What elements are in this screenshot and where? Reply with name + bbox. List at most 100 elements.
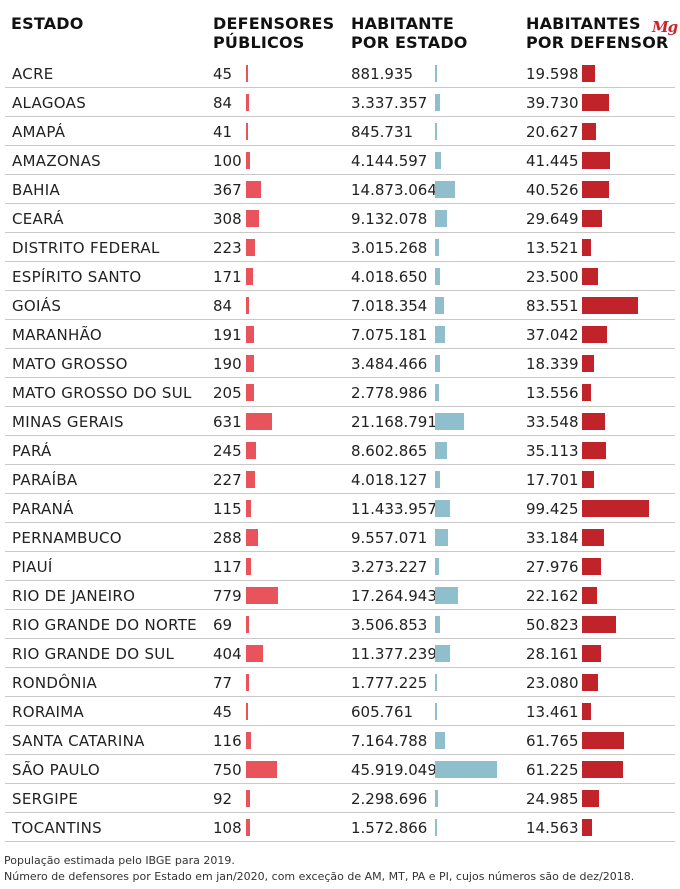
habitantes-bar: [435, 442, 447, 459]
habitantes-value: 3.015.268: [351, 239, 428, 257]
habitantes-bar: [435, 210, 448, 227]
habitantes-por-defensor-bar: [582, 616, 617, 633]
habitantes-value: 1.572.866: [351, 819, 428, 837]
habitantes-por-defensor-value: 28.161: [526, 645, 579, 663]
habitantes-bar: [435, 326, 445, 343]
state-name: DISTRITO FEDERAL: [12, 239, 160, 257]
habitantes-por-defensor-bar: [582, 819, 592, 836]
row-divider: [5, 522, 675, 523]
defensores-value: 69: [213, 616, 233, 634]
habitantes-por-defensor-value: 18.339: [526, 355, 579, 373]
habitantes-por-defensor-value: 14.563: [526, 819, 579, 837]
row-divider: [5, 464, 675, 465]
habitantes-bar: [435, 819, 438, 836]
row-divider: [5, 319, 675, 320]
habitantes-por-defensor-value: 61.765: [526, 732, 579, 750]
defensores-bar: [246, 616, 249, 633]
defensores-bar: [246, 123, 248, 140]
row-divider: [5, 812, 675, 813]
defensores-value: 191: [213, 326, 242, 344]
habitantes-bar: [435, 413, 464, 430]
state-name: PIAUÍ: [12, 558, 53, 576]
habitantes-por-defensor-value: 24.985: [526, 790, 579, 808]
footnotes: População estimada pelo IBGE para 2019. …: [4, 853, 634, 885]
habitantes-por-defensor-bar: [582, 558, 601, 575]
row-divider: [5, 783, 675, 784]
habitantes-bar: [435, 587, 459, 604]
defensores-value: 750: [213, 761, 242, 779]
table-row: AMAPÁ 41 845.731 20.627: [0, 117, 680, 146]
row-divider: [5, 609, 675, 610]
defensores-bar: [246, 790, 250, 807]
state-name: GOIÁS: [12, 297, 62, 315]
habitantes-bar: [435, 732, 445, 749]
table-row: ESPÍRITO SANTO 171 4.018.650 23.500: [0, 262, 680, 291]
row-divider: [5, 754, 675, 755]
habitantes-por-defensor-bar: [582, 413, 605, 430]
habitantes-value: 8.602.865: [351, 442, 428, 460]
state-name: SÃO PAULO: [12, 761, 101, 779]
table-row: AMAZONAS 100 4.144.597 41.445: [0, 146, 680, 175]
state-name: CEARÁ: [12, 210, 64, 228]
table-row: PIAUÍ 117 3.273.227 27.976: [0, 552, 680, 581]
row-divider: [5, 174, 675, 175]
habitantes-por-defensor-bar: [582, 355, 595, 372]
habitantes-value: 3.337.357: [351, 94, 428, 112]
defensores-bar: [246, 558, 251, 575]
row-divider: [5, 406, 675, 407]
defensores-value: 779: [213, 587, 242, 605]
row-divider: [5, 841, 675, 842]
defensores-value: 404: [213, 645, 242, 663]
defensores-bar: [246, 703, 248, 720]
defensores-bar: [246, 413, 272, 430]
footnote-defensores: Número de defensores por Estado em jan/2…: [4, 870, 635, 883]
table-row: SERGIPE 92 2.298.696 24.985: [0, 784, 680, 813]
row-divider: [5, 261, 675, 262]
table-row: PERNAMBUCO 288 9.557.071 33.184: [0, 523, 680, 552]
state-name: MARANHÃO: [12, 326, 102, 344]
habitantes-bar: [435, 790, 439, 807]
defensores-value: 116: [213, 732, 242, 750]
defensores-value: 41: [213, 123, 233, 141]
table-row: BAHIA 367 14.873.064 40.526: [0, 175, 680, 204]
habitantes-por-defensor-value: 13.521: [526, 239, 579, 257]
habitantes-value: 845.731: [351, 123, 414, 141]
habitantes-value: 3.506.853: [351, 616, 428, 634]
defensores-value: 227: [213, 471, 242, 489]
habitantes-value: 17.264.943: [351, 587, 437, 605]
defensores-bar: [246, 355, 254, 372]
habitantes-bar: [435, 297, 445, 314]
habitantes-bar: [435, 355, 440, 372]
habitantes-value: 14.873.064: [351, 181, 437, 199]
table-row: TOCANTINS 108 1.572.866 14.563: [0, 813, 680, 842]
state-name: ALAGOAS: [12, 94, 87, 112]
state-name: ESPÍRITO SANTO: [12, 268, 142, 286]
defensores-value: 367: [213, 181, 242, 199]
habitantes-por-defensor-bar: [582, 674, 598, 691]
habitantes-bar: [435, 558, 440, 575]
habitantes-por-defensor-value: 23.080: [526, 674, 579, 692]
header-habitantes-por-defensor: HABITANTES POR DEFENSOR: [526, 14, 669, 52]
defensores-value: 631: [213, 413, 242, 431]
habitantes-bar: [435, 703, 437, 720]
header-habitantes: HABITANTE POR ESTADO: [351, 14, 468, 52]
defensores-bar: [246, 326, 254, 343]
habitantes-por-defensor-value: 40.526: [526, 181, 579, 199]
table-row: MARANHÃO 191 7.075.181 37.042: [0, 320, 680, 349]
state-name: PARÁ: [12, 442, 52, 460]
habitantes-por-defensor-value: 22.162: [526, 587, 579, 605]
habitantes-por-defensor-value: 50.823: [526, 616, 579, 634]
habitantes-por-defensor-bar: [582, 529, 605, 546]
habitantes-bar: [435, 152, 441, 169]
table-row: ALAGOAS 84 3.337.357 39.730: [0, 88, 680, 117]
row-divider: [5, 493, 675, 494]
row-divider: [5, 290, 675, 291]
habitantes-por-defensor-bar: [582, 65, 596, 82]
row-divider: [5, 232, 675, 233]
state-name: SERGIPE: [12, 790, 79, 808]
habitantes-value: 9.132.078: [351, 210, 428, 228]
state-name: ACRE: [12, 65, 54, 83]
habitantes-por-defensor-bar: [582, 645, 601, 662]
habitantes-value: 7.018.354: [351, 297, 428, 315]
habitantes-por-defensor-value: 33.184: [526, 529, 579, 547]
